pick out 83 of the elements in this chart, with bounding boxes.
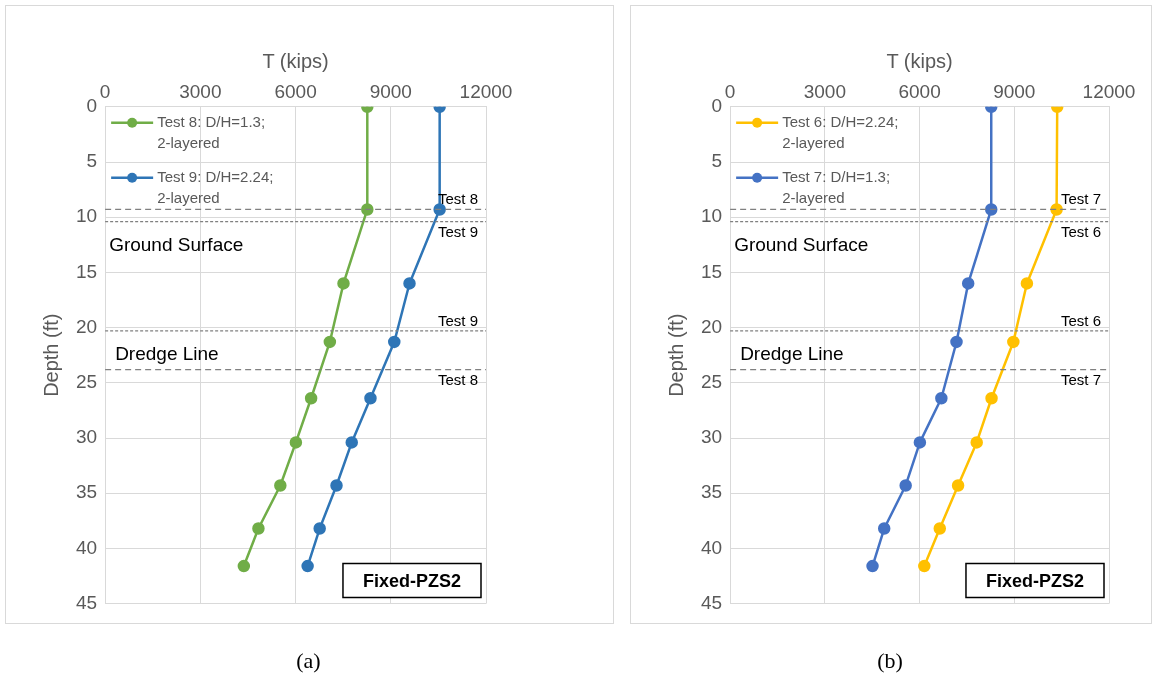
point [289,436,303,449]
legend-label: Test 6: D/H=2.24; 2-layered [782,112,899,151]
point [330,479,343,492]
annotation: Ground Surface [734,234,869,256]
y-tick-label: 20 [75,315,98,337]
y-tick-label: 30 [700,426,723,448]
ref-line-label: Test 8 [437,371,478,389]
y-tick-label: 15 [75,260,98,282]
point [274,479,287,492]
y-tick-label: 30 [75,426,98,448]
y-tick-label: 45 [75,591,98,613]
x-tick-label: 3000 [803,80,846,102]
x-tick-label: 6000 [898,80,941,102]
point [301,559,314,573]
y-tick-label: 35 [700,481,723,503]
point [252,522,265,535]
y-tick-label: 25 [700,371,723,393]
point [985,392,998,405]
point [913,436,927,449]
point [337,277,350,290]
point [866,559,879,573]
y-tick-label: 25 [75,371,98,393]
x-tick-label: 6000 [274,80,317,102]
ref-line-label: Test 7 [1060,190,1101,208]
text: (a) [295,648,322,674]
point [950,335,963,349]
x-tick-label: 12000 [459,80,513,102]
y-tick-label: 0 [86,95,98,117]
annotation: Fixed-PZS2 [985,570,1084,591]
point [323,335,337,349]
y-tick-label: 10 [700,205,723,227]
y-tick-label: 35 [75,481,98,503]
x-tick-label: 3000 [179,80,222,102]
point [899,479,912,492]
legend-label: Test 9: D/H=2.24; 2-layered [157,167,274,206]
ref-line-label: Test 9 [437,311,478,329]
point [877,522,891,535]
point [951,479,965,492]
point [933,522,947,535]
point [237,559,251,573]
ref-line-label: Test 6 [1060,311,1101,329]
y-tick-label: 40 [75,536,98,558]
annotation: Dredge Line [115,343,219,365]
point [918,559,931,573]
text: (b) [876,648,904,674]
point [433,203,446,216]
point [984,203,998,216]
point [364,392,377,405]
ref-line-label: Test 6 [1060,223,1101,241]
point [345,436,358,449]
point [313,522,326,535]
legend-label: Test 7: D/H=1.3; 2-layered [782,167,891,206]
ref-line-label: Test 9 [437,223,478,241]
annotation: Ground Surface [109,234,244,256]
y-axis-title: Depth (ft) [39,313,62,397]
point [403,277,416,290]
y-tick-label: 5 [86,150,98,172]
annotation: Fixed-PZS2 [362,570,461,591]
point [304,392,318,405]
point [970,436,983,449]
y-tick-label: 15 [700,260,723,282]
y-tick-label: 0 [711,95,723,117]
y-tick-label: 10 [75,205,98,227]
ref-line-label: Test 7 [1060,371,1101,389]
x-tick-label: 12000 [1082,80,1136,102]
x-axis-title: T (kips) [886,49,953,72]
y-axis-title: Depth (ft) [664,313,687,397]
annotation: Dredge Line [740,343,844,365]
point [1020,277,1034,290]
point [961,277,975,290]
point [388,335,401,349]
point [935,392,948,405]
y-tick-label: 45 [700,591,723,613]
x-tick-label: 9000 [369,80,412,102]
y-tick-label: 40 [700,536,723,558]
y-tick-label: 5 [711,150,723,172]
point [1050,203,1063,216]
point [1007,335,1020,349]
x-axis-title: T (kips) [262,49,329,72]
x-tick-label: 9000 [993,80,1036,102]
y-tick-label: 20 [700,315,723,337]
point [361,203,374,216]
legend-label: Test 8: D/H=1.3; 2-layered [157,112,266,151]
